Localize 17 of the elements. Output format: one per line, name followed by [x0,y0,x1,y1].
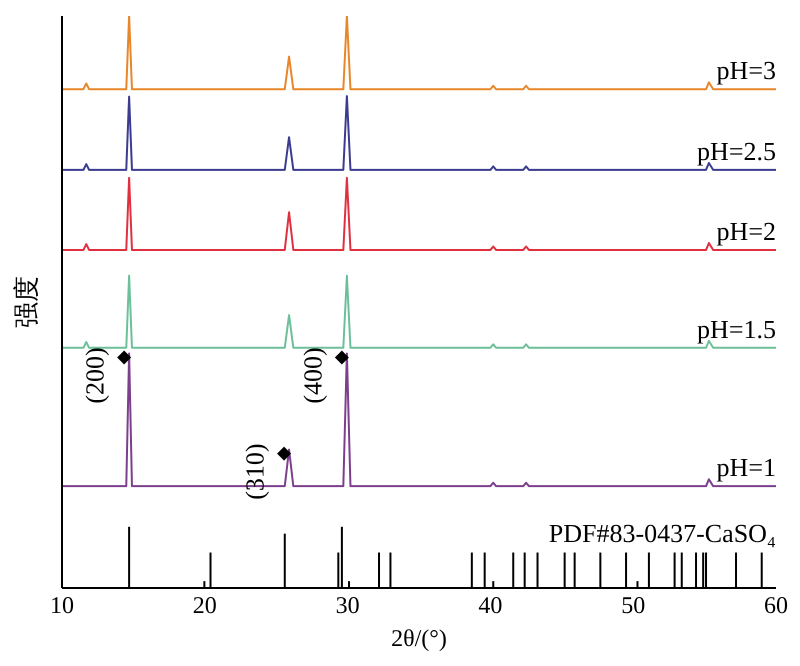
x-tick-label: 10 [50,593,74,620]
x-axis-title: 2θ/(°) [391,626,447,652]
x-tick-label: 20 [192,593,217,620]
annotation: (310) [240,443,270,500]
series-label: PDF#83-0437-CaSO₄ [548,519,776,548]
x-tick-label: 50 [621,593,646,620]
series-label: pH=3 [716,56,776,86]
series-label: pH=2 [716,216,776,246]
x-tick-label: 40 [478,593,502,620]
series-label: pH=2.5 [697,136,776,166]
annotation: (400) [298,347,328,404]
series-label: pH=1 [716,453,776,482]
y-axis-title: 强度 [12,276,42,328]
annotation: (200) [80,347,110,404]
x-tick-label: 30 [336,593,360,620]
x-tick-label: 60 [764,593,788,620]
series-label: pH=1.5 [697,314,776,344]
